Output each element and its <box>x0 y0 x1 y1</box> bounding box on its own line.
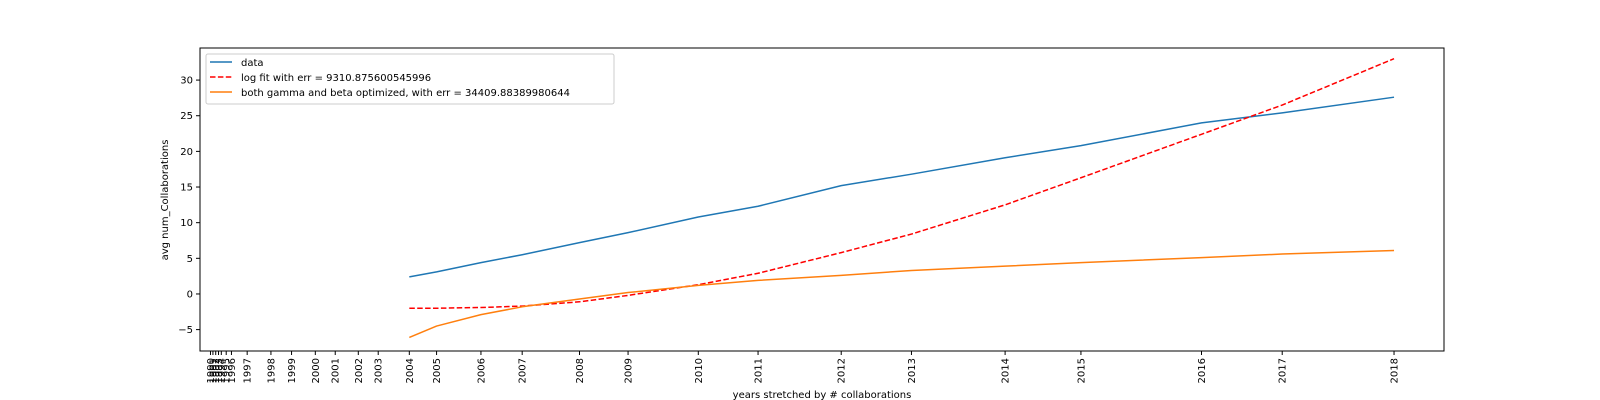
x-tick-label: 2008 <box>575 358 586 383</box>
y-axis: −5 0 5 10 15 20 25 30 <box>178 76 200 336</box>
y-tick-label: 20 <box>180 147 193 158</box>
legend-label: both gamma and beta optimized, with err … <box>241 88 570 99</box>
y-tick-label: 15 <box>180 183 193 194</box>
x-tick-label: 1991 <box>208 358 219 383</box>
x-tick-label: 2009 <box>624 358 635 383</box>
x-tick-label: 1992 <box>211 358 222 383</box>
series-line-1 <box>409 96 1395 278</box>
y-tick-label: 5 <box>187 254 193 265</box>
y-tick-label: 10 <box>180 218 193 229</box>
x-tick-label: 2018 <box>1390 358 1401 383</box>
x-tick-label: 2003 <box>374 358 385 383</box>
x-tick-label: 2014 <box>1001 358 1012 383</box>
x-tick-label: 2013 <box>907 358 918 383</box>
series-line-3 <box>409 249 1395 339</box>
plot-frame <box>199 47 1445 352</box>
y-tick-label: −5 <box>178 325 193 336</box>
x-tick-label: 1993 <box>214 358 225 383</box>
x-tick-label: 2005 <box>432 358 443 383</box>
x-tick-label: 1990 <box>206 358 217 383</box>
x-tick-label: 1998 <box>266 358 277 383</box>
y-tick-label: 25 <box>180 111 193 122</box>
x-tick-label: 2004 <box>405 358 416 383</box>
x-tick-label: 1999 <box>287 358 298 383</box>
x-tick-label: 2001 <box>331 358 342 383</box>
y-tick-label: 30 <box>180 76 193 87</box>
x-tick-label: 2002 <box>354 358 365 383</box>
x-tick-label: 1997 <box>243 358 254 383</box>
x-tick-label: 2006 <box>476 358 487 383</box>
x-tick-label: 2007 <box>518 358 529 383</box>
x-tick-label: 1994 <box>217 358 228 383</box>
legend: data log fit with err = 9310.875600545996… <box>205 53 615 105</box>
x-tick-label: 2012 <box>837 358 848 383</box>
legend-box <box>205 53 615 105</box>
x-tick-label: 2010 <box>694 358 705 383</box>
x-tick-label: 2016 <box>1197 358 1208 383</box>
x-tick-label: 2015 <box>1076 358 1087 383</box>
x-tick-label: 2011 <box>754 358 765 383</box>
series-line-2 <box>409 57 1395 309</box>
x-axis-label: years stretched by # collaborations <box>733 390 912 400</box>
y-tick-label: 0 <box>187 289 193 300</box>
x-tick-label: 2000 <box>311 358 322 383</box>
series-layer <box>409 57 1395 339</box>
x-tick-label: 2017 <box>1278 358 1289 383</box>
x-tick-label: 1995 <box>222 358 233 383</box>
y-axis-label: avg num_Collaborations <box>160 140 171 261</box>
legend-label: data <box>241 58 264 69</box>
x-tick-label: 1996 <box>227 358 238 383</box>
legend-label: log fit with err = 9310.875600545996 <box>241 73 431 84</box>
